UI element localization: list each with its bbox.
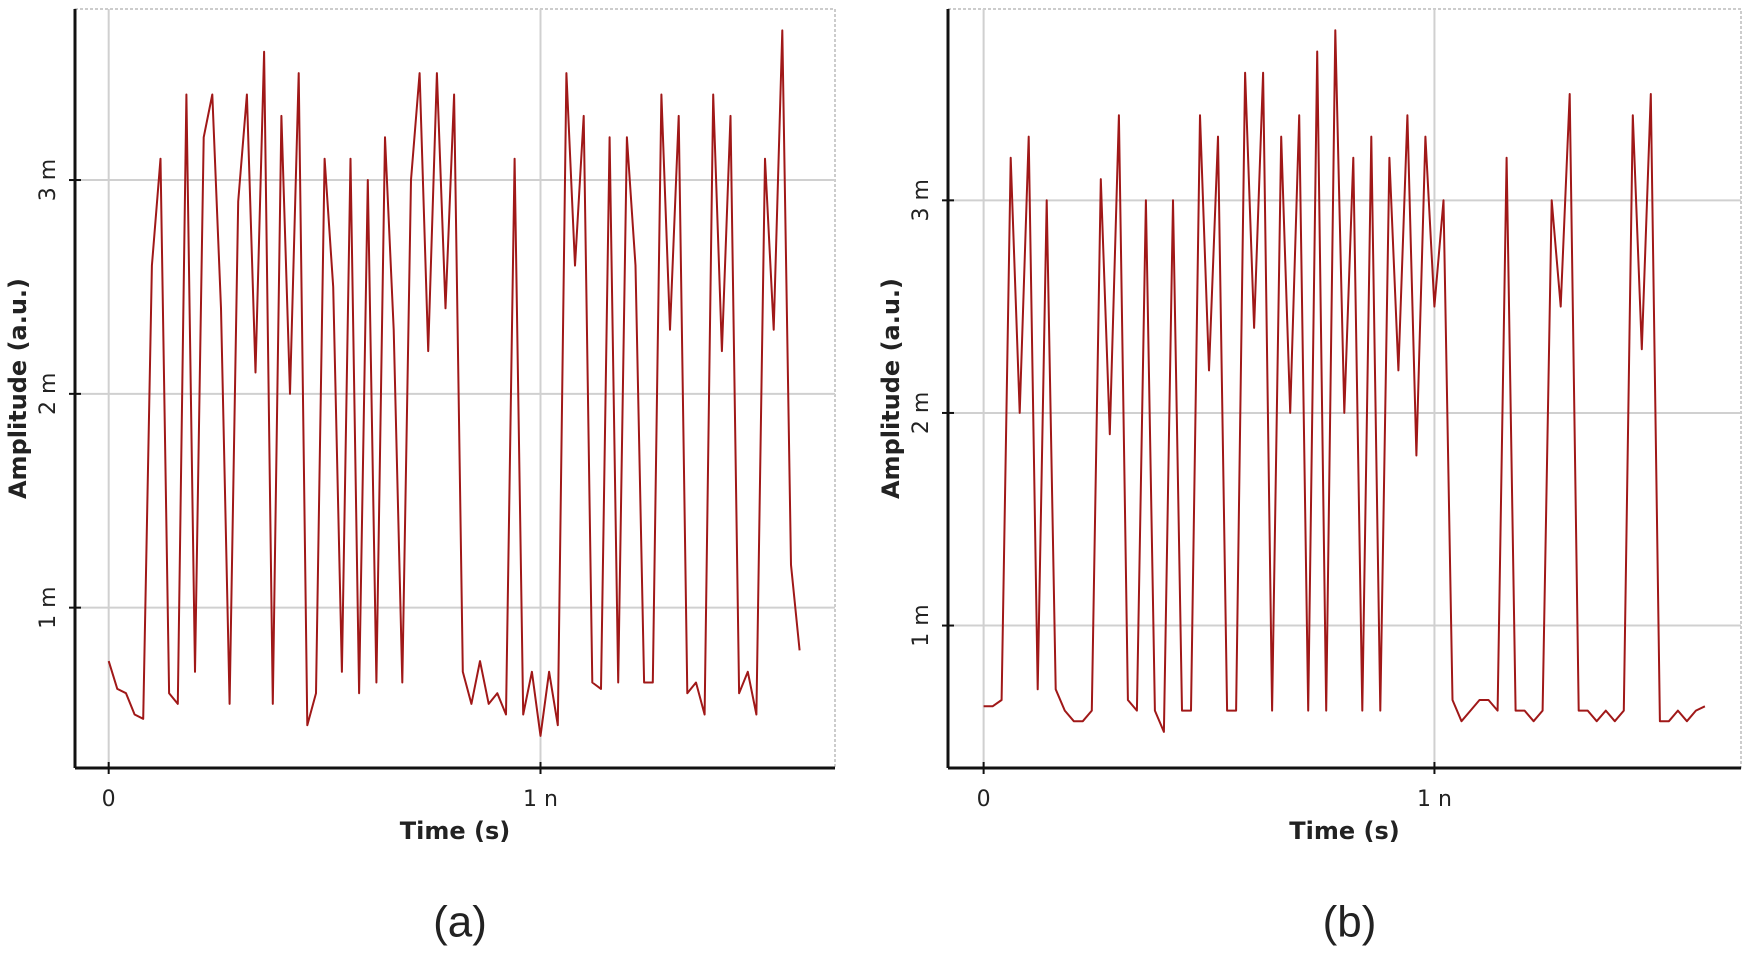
- x-axis-label: Time (s): [400, 817, 510, 845]
- y-tick-label: 3 m: [36, 159, 61, 201]
- y-tick-label: 2 m: [36, 373, 61, 415]
- y-tick-label: 1 m: [909, 604, 934, 646]
- x-tick-label: 1 n: [1417, 787, 1452, 812]
- signal-line: [983, 29, 1706, 733]
- y-tick-label: 1 m: [36, 586, 61, 628]
- panel-caption: (a): [433, 898, 487, 947]
- panel-caption: (b): [1323, 898, 1377, 947]
- y-tick-label: 2 m: [909, 392, 934, 434]
- y-axis-label: Amplitude (a.u.): [4, 278, 32, 499]
- y-tick-label: 3 m: [909, 179, 934, 221]
- y-axis-label: Amplitude (a.u.): [877, 278, 905, 499]
- x-tick-label: 0: [977, 787, 991, 812]
- signal-line: [107, 29, 801, 737]
- x-tick-label: 1 n: [523, 787, 558, 812]
- x-tick-label: 0: [102, 787, 116, 812]
- x-axis-label: Time (s): [1289, 817, 1399, 845]
